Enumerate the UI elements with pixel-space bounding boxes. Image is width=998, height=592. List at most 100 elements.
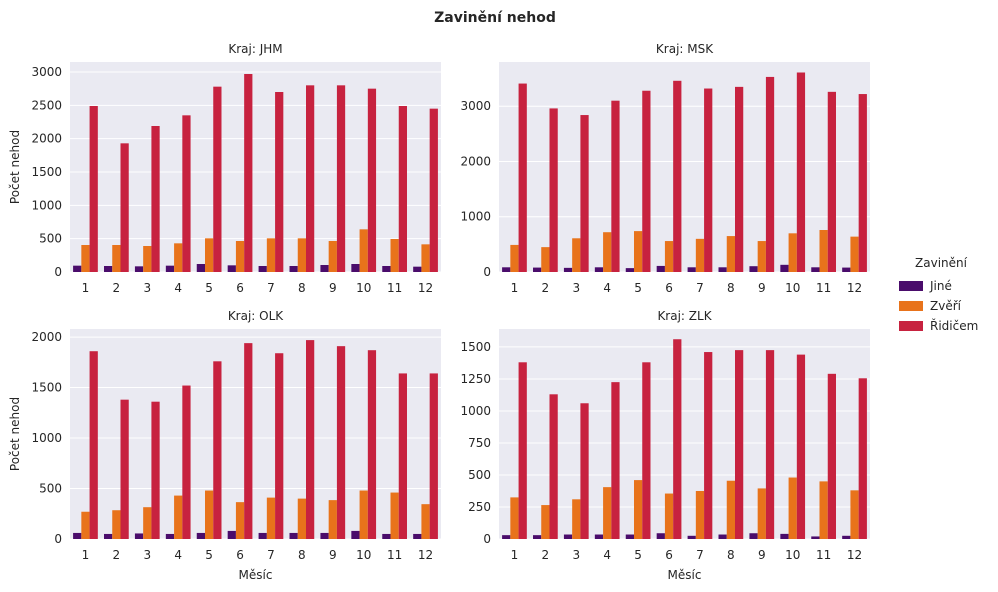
x-tick-label: 12 bbox=[418, 281, 433, 295]
bar-jin-6 bbox=[656, 265, 665, 272]
legend-title: Zavinění bbox=[915, 256, 967, 270]
x-tick-label: 9 bbox=[329, 281, 337, 295]
bar-jin-3 bbox=[563, 267, 573, 272]
bar-jin-6 bbox=[227, 530, 236, 539]
plot-background bbox=[499, 329, 870, 539]
bar-idiem-8 bbox=[305, 340, 315, 539]
panel-title: Kraj: ZLK bbox=[657, 309, 712, 323]
legend-item-zveri: Zvěří bbox=[893, 296, 993, 316]
y-tick-label: 0 bbox=[54, 265, 62, 279]
bar-zv-10 bbox=[359, 490, 368, 539]
bar-jin-5 bbox=[196, 264, 206, 272]
x-tick-label: 2 bbox=[113, 548, 121, 562]
x-tick-label: 6 bbox=[236, 281, 244, 295]
x-tick-label: 1 bbox=[82, 548, 90, 562]
bar-zv-10 bbox=[788, 477, 797, 539]
legend-swatch-ridicem bbox=[899, 321, 923, 331]
legend: Zavinění Jiné Zvěří Řidičem bbox=[893, 256, 993, 336]
x-tick-label: 8 bbox=[727, 548, 735, 562]
bar-zv-7 bbox=[695, 238, 705, 272]
bar-idiem-2 bbox=[549, 108, 558, 272]
x-tick-label: 9 bbox=[758, 281, 766, 295]
bar-idiem-12 bbox=[429, 373, 438, 539]
x-tick-label: 11 bbox=[387, 548, 402, 562]
x-tick-label: 1 bbox=[82, 281, 90, 295]
x-tick-label: 4 bbox=[603, 281, 611, 295]
bar-idiem-9 bbox=[765, 76, 775, 272]
x-tick-label: 6 bbox=[665, 281, 673, 295]
bar-zv-7 bbox=[695, 490, 705, 539]
x-tick-label: 9 bbox=[329, 548, 337, 562]
y-tick-label: 1000 bbox=[31, 198, 62, 212]
bar-jin-2 bbox=[533, 535, 542, 539]
bar-idiem-8 bbox=[305, 85, 315, 272]
y-tick-label: 1250 bbox=[460, 372, 491, 386]
bar-zv-2 bbox=[541, 505, 550, 539]
figure-title: Zavinění nehod bbox=[434, 10, 556, 26]
bar-idiem-11 bbox=[827, 373, 836, 539]
bar-idiem-9 bbox=[765, 350, 775, 539]
x-tick-label: 7 bbox=[267, 548, 275, 562]
y-tick-label: 3000 bbox=[460, 99, 491, 113]
bar-zv-10 bbox=[359, 229, 368, 272]
x-tick-label: 2 bbox=[113, 281, 121, 295]
bar-zv-5 bbox=[634, 480, 643, 539]
bar-zv-11 bbox=[390, 239, 399, 272]
bar-zv-4 bbox=[603, 487, 612, 539]
x-tick-label: 8 bbox=[727, 281, 735, 295]
bar-zv-3 bbox=[143, 507, 152, 539]
bar-idiem-6 bbox=[673, 80, 682, 272]
bar-jin-9 bbox=[320, 532, 329, 539]
bar-jin-4 bbox=[594, 267, 604, 272]
bar-zv-12 bbox=[421, 244, 430, 272]
bar-jin-7 bbox=[687, 535, 696, 539]
y-tick-label: 2000 bbox=[460, 154, 491, 168]
bar-jin-4 bbox=[594, 534, 604, 539]
bar-jin-5 bbox=[625, 534, 635, 539]
bar-idiem-5 bbox=[213, 361, 222, 539]
bar-jin-3 bbox=[563, 534, 573, 539]
y-tick-label: 1500 bbox=[460, 340, 491, 354]
bar-zv-12 bbox=[850, 236, 859, 272]
legend-label-zveri: Zvěří bbox=[930, 299, 961, 313]
bar-jin-12 bbox=[842, 535, 851, 539]
bar-idiem-5 bbox=[642, 362, 651, 539]
x-tick-label: 10 bbox=[356, 281, 371, 295]
y-tick-label: 0 bbox=[54, 532, 62, 546]
x-tick-label: 8 bbox=[298, 548, 306, 562]
bar-jin-11 bbox=[382, 266, 391, 272]
x-tick-label: 9 bbox=[758, 548, 766, 562]
x-tick-label: 11 bbox=[816, 548, 831, 562]
x-axis-label: Měsíc bbox=[239, 568, 273, 582]
x-tick-label: 7 bbox=[696, 281, 704, 295]
bar-zv-12 bbox=[850, 490, 859, 539]
bar-jin-1 bbox=[73, 532, 82, 539]
bar-zv-8 bbox=[297, 238, 306, 272]
bar-idiem-12 bbox=[429, 108, 438, 273]
x-tick-label: 4 bbox=[174, 281, 182, 295]
bar-idiem-3 bbox=[151, 126, 160, 272]
bar-idiem-11 bbox=[398, 106, 407, 272]
x-tick-label: 1 bbox=[511, 548, 519, 562]
bar-idiem-4 bbox=[611, 382, 620, 539]
bar-jin-10 bbox=[351, 530, 360, 539]
bar-idiem-3 bbox=[580, 403, 589, 539]
bar-zv-6 bbox=[664, 241, 674, 272]
x-tick-label: 7 bbox=[696, 548, 704, 562]
y-tick-label: 500 bbox=[39, 482, 62, 496]
bar-idiem-2 bbox=[120, 399, 129, 539]
bar-zv-4 bbox=[603, 232, 612, 272]
bar-idiem-4 bbox=[611, 100, 620, 273]
bar-jin-12 bbox=[842, 267, 851, 272]
bar-zv-11 bbox=[390, 492, 399, 539]
bar-zv-10 bbox=[788, 233, 797, 272]
bar-jin-7 bbox=[258, 532, 267, 539]
bar-zv-9 bbox=[757, 241, 766, 272]
bar-jin-11 bbox=[811, 536, 820, 539]
bar-zv-1 bbox=[510, 497, 519, 539]
bar-idiem-6 bbox=[244, 343, 253, 539]
y-tick-label: 0 bbox=[483, 532, 491, 546]
bar-idiem-1 bbox=[518, 83, 527, 272]
x-tick-label: 6 bbox=[236, 548, 244, 562]
